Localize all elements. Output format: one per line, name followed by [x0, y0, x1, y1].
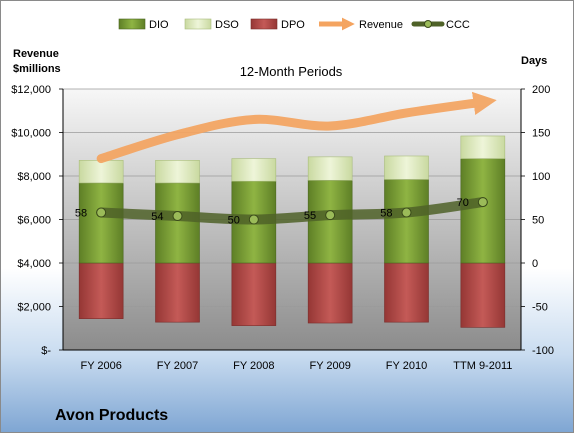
legend-label-revenue: Revenue	[359, 19, 403, 31]
ccc-data-label: 70	[457, 197, 469, 209]
y-right-tick-label: 50	[532, 215, 544, 227]
ccc-data-label: 54	[151, 211, 163, 223]
y-left-tick-label: $8,000	[17, 171, 51, 183]
ccc-data-label: 55	[304, 210, 316, 222]
dso-bar	[460, 135, 506, 159]
y-right-axis-title: Days	[521, 55, 547, 67]
y-left-tick-label: $12,000	[11, 84, 51, 96]
dpo-bar	[78, 262, 124, 319]
x-tick-label: FY 2008	[233, 360, 274, 372]
dpo-bar	[231, 262, 277, 326]
y-left-tick-label: $4,000	[17, 258, 51, 270]
ccc-point	[248, 214, 259, 225]
dio-bar	[460, 158, 506, 264]
y-right-tick-label: -100	[532, 345, 554, 357]
x-tick-label: FY 2009	[309, 360, 350, 372]
ccc-line	[96, 197, 488, 225]
legend-label-ccc: CCC	[446, 19, 470, 31]
ccc-data-label: 58	[380, 208, 392, 220]
y-right-tick-label: 200	[532, 84, 550, 96]
x-tick-label: FY 2010	[386, 360, 427, 372]
y-left-tick-label: $10,000	[11, 128, 51, 140]
dso-bar	[231, 158, 277, 182]
x-tick-label: TTM 9-2011	[453, 360, 512, 372]
legend-swatch-dpo	[250, 18, 278, 30]
ccc-point	[401, 207, 412, 218]
dio-bar	[307, 180, 353, 264]
dso-bar	[384, 155, 429, 180]
y-left-tick-label: $6,000	[17, 215, 51, 227]
company-name: Avon Products	[55, 407, 169, 424]
ccc-data-label: 50	[228, 215, 240, 227]
y-left-tick-label: $2,000	[17, 302, 51, 314]
legend-label-dpo: DPO	[281, 19, 305, 31]
chart-subtitle: 12-Month Periods	[240, 64, 343, 79]
y-left-axis-title-units: $millions	[13, 63, 61, 75]
y-right-tick-label: 100	[532, 171, 550, 183]
ccc-data-label: 58	[75, 208, 87, 220]
y-right-tick-label: 150	[532, 128, 550, 140]
x-tick-label: FY 2006	[80, 360, 121, 372]
dio-bar	[78, 182, 124, 264]
y-left-axis-title: Revenue	[13, 48, 59, 60]
dso-bar	[307, 156, 353, 181]
ccc-point	[96, 207, 107, 218]
dpo-bar	[307, 262, 353, 324]
dio-bar	[384, 179, 429, 264]
ccc-point	[477, 197, 488, 208]
y-left-tick-label: $-	[41, 345, 51, 357]
dso-bar	[155, 160, 200, 184]
y-right-tick-label: 0	[532, 258, 538, 270]
dso-bar	[78, 160, 124, 184]
legend-swatch-dio	[118, 18, 146, 30]
revenue-line	[96, 91, 497, 164]
x-tick-label: FY 2007	[157, 360, 198, 372]
dpo-bar	[155, 262, 200, 323]
dpo-bar	[460, 262, 506, 328]
ccc-point	[172, 211, 183, 222]
legend-swatch-dso	[184, 18, 212, 30]
legend-marker-ccc	[424, 20, 432, 28]
legend-label-dio: DIO	[149, 19, 169, 31]
legend-label-dso: DSO	[215, 19, 239, 31]
dpo-bar	[384, 262, 429, 323]
y-right-tick-label: -50	[532, 302, 548, 314]
ccc-point	[325, 210, 336, 221]
